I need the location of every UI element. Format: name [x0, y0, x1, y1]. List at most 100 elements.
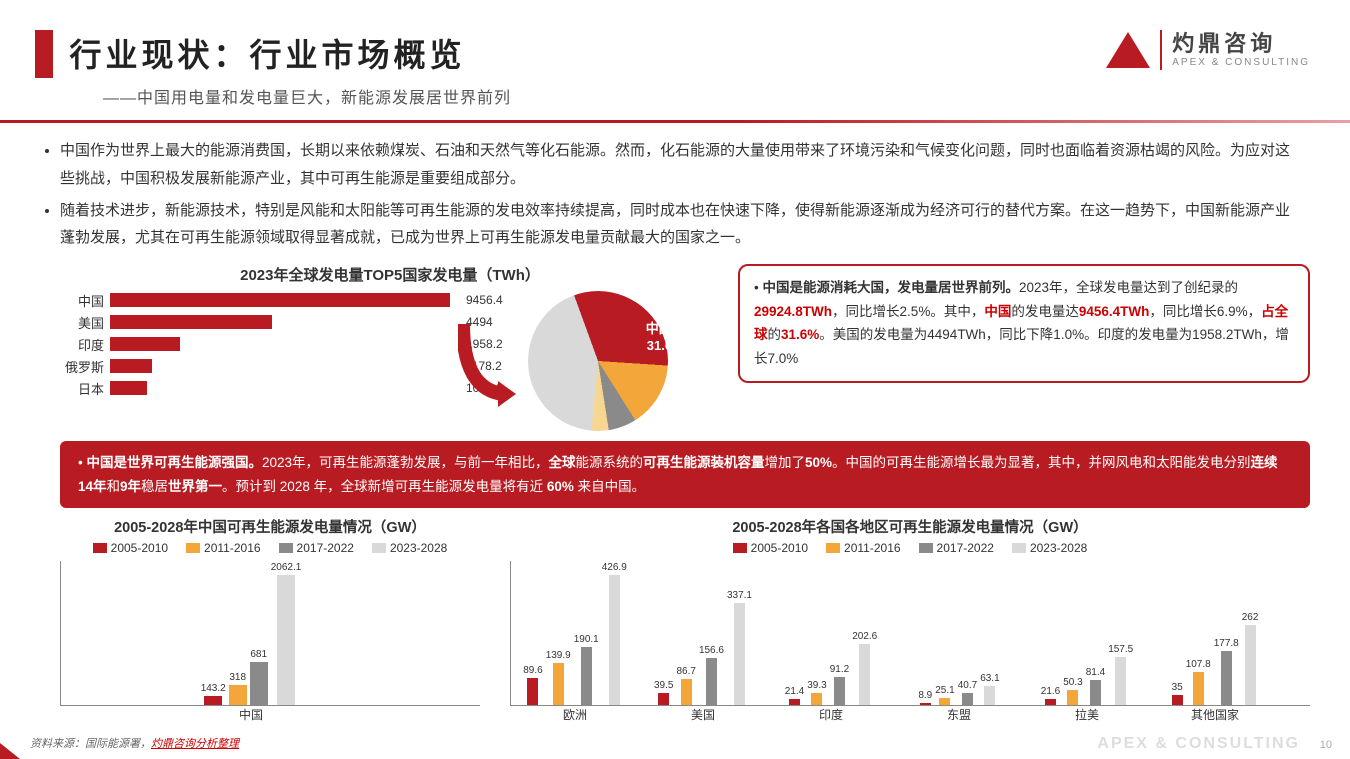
pie-chart: 中国： 31.6%	[503, 291, 693, 431]
bar-value: 35	[1172, 682, 1183, 693]
legend-label: 2005-2010	[751, 541, 808, 555]
brand-logo: 灼鼎咨询 APEX & CONSULTING	[1106, 30, 1310, 70]
bar-wrap: 89.6	[523, 665, 542, 705]
bar	[1245, 625, 1256, 705]
bar	[1221, 651, 1232, 705]
legend-label: 2011-2016	[844, 541, 901, 555]
source-link[interactable]: 灼鼎咨询分析整理	[151, 738, 239, 750]
legend-label: 2017-2022	[297, 541, 354, 555]
chart-regions-renewables: 2005-2028年各国各地区可再生能源发电量情况（GW） 2005-20102…	[510, 516, 1310, 706]
legend-swatch	[279, 543, 293, 553]
bar-group: 21.4 39.3 91.2 202.6 印度	[767, 631, 895, 706]
logo-text-en: APEX & CONSULTING	[1172, 58, 1310, 68]
bar	[204, 696, 222, 705]
bar	[581, 647, 592, 705]
top5-bars: 中国 9456.4美国 4494印度 1958.2俄罗斯 1178.2日本 10…	[60, 291, 503, 431]
chart-left-legend: 2005-20102011-20162017-20222023-2028	[60, 541, 480, 555]
group-label: 拉美	[1023, 706, 1151, 723]
bar-wrap: 156.6	[699, 645, 724, 706]
bar-wrap: 157.5	[1108, 644, 1133, 705]
bar-value: 21.6	[1041, 686, 1060, 697]
bar-wrap: 681	[250, 649, 268, 705]
bar-value: 25.1	[935, 685, 954, 696]
intro-bullet-2: 随着技术进步，新能源技术，特别是风能和太阳能等可再生能源的发电效率持续提高，同时…	[60, 197, 1300, 253]
bar-value: 8.9	[918, 690, 932, 701]
logo-divider	[1160, 30, 1162, 70]
group-label: 欧洲	[511, 706, 639, 723]
pie-china-label: 中国： 31.6%	[646, 321, 685, 355]
top5-label: 中国	[60, 291, 110, 310]
bar-value: 2062.1	[271, 562, 302, 573]
bar-wrap: 86.7	[676, 666, 695, 705]
bar-value: 39.5	[654, 680, 673, 691]
pie-label-line2: 31.6%	[647, 338, 684, 353]
bar-value: 81.4	[1086, 667, 1105, 678]
top5-row: 俄罗斯 1178.2	[60, 357, 503, 375]
top5-bar	[110, 359, 152, 373]
bar	[734, 603, 745, 706]
bar	[681, 679, 692, 705]
bar-value: 337.1	[727, 590, 752, 601]
top5-chart: 2023年全球发电量TOP5国家发电量（TWh） 中国 9456.4美国 449…	[60, 264, 720, 431]
bar-wrap: 318	[229, 672, 247, 705]
chart-left-title: 2005-2028年中国可再生能源发电量情况（GW）	[60, 516, 480, 537]
bar	[658, 693, 669, 705]
slide-title: 行业现状：行业市场概览	[69, 30, 465, 76]
top5-label: 日本	[60, 379, 110, 398]
bar-value: 21.4	[785, 686, 804, 697]
group-label: 东盟	[895, 706, 1023, 723]
bar-group: 35 107.8 177.8 262 其他国家	[1151, 612, 1279, 705]
legend-swatch	[93, 543, 107, 553]
top5-bar	[110, 337, 180, 351]
bar-value: 156.6	[699, 645, 724, 656]
bar	[962, 693, 973, 705]
legend-item: 2011-2016	[186, 541, 261, 555]
red-highlight-banner: • 中国是世界可再生能源强国。2023年，可再生能源蓬勃发展，与前一年相比，全球…	[60, 441, 1310, 508]
chart-china-renewables: 2005-2028年中国可再生能源发电量情况（GW） 2005-20102011…	[60, 516, 480, 706]
top5-bar	[110, 315, 272, 329]
corner-accent-icon	[0, 743, 20, 759]
bar-group: 39.5 86.7 156.6 337.1 美国	[639, 590, 767, 706]
bar-wrap: 21.6	[1041, 686, 1060, 706]
slide-subtitle: ——中国用电量和发电量巨大，新能源发展居世界前列	[103, 84, 1290, 108]
bar	[1090, 680, 1101, 705]
bar	[553, 663, 564, 706]
bar-value: 318	[229, 672, 246, 683]
bar-value: 157.5	[1108, 644, 1133, 655]
bar	[939, 698, 950, 706]
group-label: 中国	[61, 706, 441, 723]
bar-wrap: 2062.1	[271, 562, 302, 705]
bar-wrap: 63.1	[980, 673, 999, 705]
bar-wrap: 39.5	[654, 680, 673, 705]
top5-label: 美国	[60, 313, 110, 332]
logo-triangle-icon	[1106, 32, 1150, 68]
mid-row: 2023年全球发电量TOP5国家发电量（TWh） 中国 9456.4美国 449…	[0, 264, 1350, 431]
pie-disc	[528, 291, 668, 431]
bar-wrap: 177.8	[1214, 638, 1239, 705]
source-citation: 资料来源：国际能源署，灼鼎咨询分析整理	[30, 735, 239, 751]
top5-label: 俄罗斯	[60, 357, 110, 376]
bar-value: 426.9	[602, 562, 627, 573]
bar-wrap: 202.6	[852, 631, 877, 706]
chart-right-legend: 2005-20102011-20162017-20222023-2028	[510, 541, 1310, 555]
bar	[834, 677, 845, 705]
banner-lead: 中国是世界可再生能源强国。	[86, 455, 262, 470]
legend-swatch	[1012, 543, 1026, 553]
bar-group: 21.6 50.3 81.4 157.5 拉美	[1023, 644, 1151, 705]
bar-value: 86.7	[676, 666, 695, 677]
top5-label: 印度	[60, 335, 110, 354]
callout-box: • 中国是能源消耗大国，发电量居世界前列。2023年，全球发电量达到了创纪录的2…	[738, 264, 1310, 383]
bar-wrap: 35	[1172, 682, 1183, 706]
legend-item: 2011-2016	[826, 541, 901, 555]
bar-value: 202.6	[852, 631, 877, 642]
legend-label: 2011-2016	[204, 541, 261, 555]
bar	[1172, 695, 1183, 706]
top5-row: 印度 1958.2	[60, 335, 503, 353]
bar	[1067, 690, 1078, 705]
bar	[277, 575, 295, 705]
bar	[229, 685, 247, 705]
title-accent-bar	[35, 30, 53, 78]
bar	[1045, 699, 1056, 706]
top5-chart-title: 2023年全球发电量TOP5国家发电量（TWh）	[60, 264, 720, 285]
bar-wrap: 25.1	[935, 685, 954, 706]
